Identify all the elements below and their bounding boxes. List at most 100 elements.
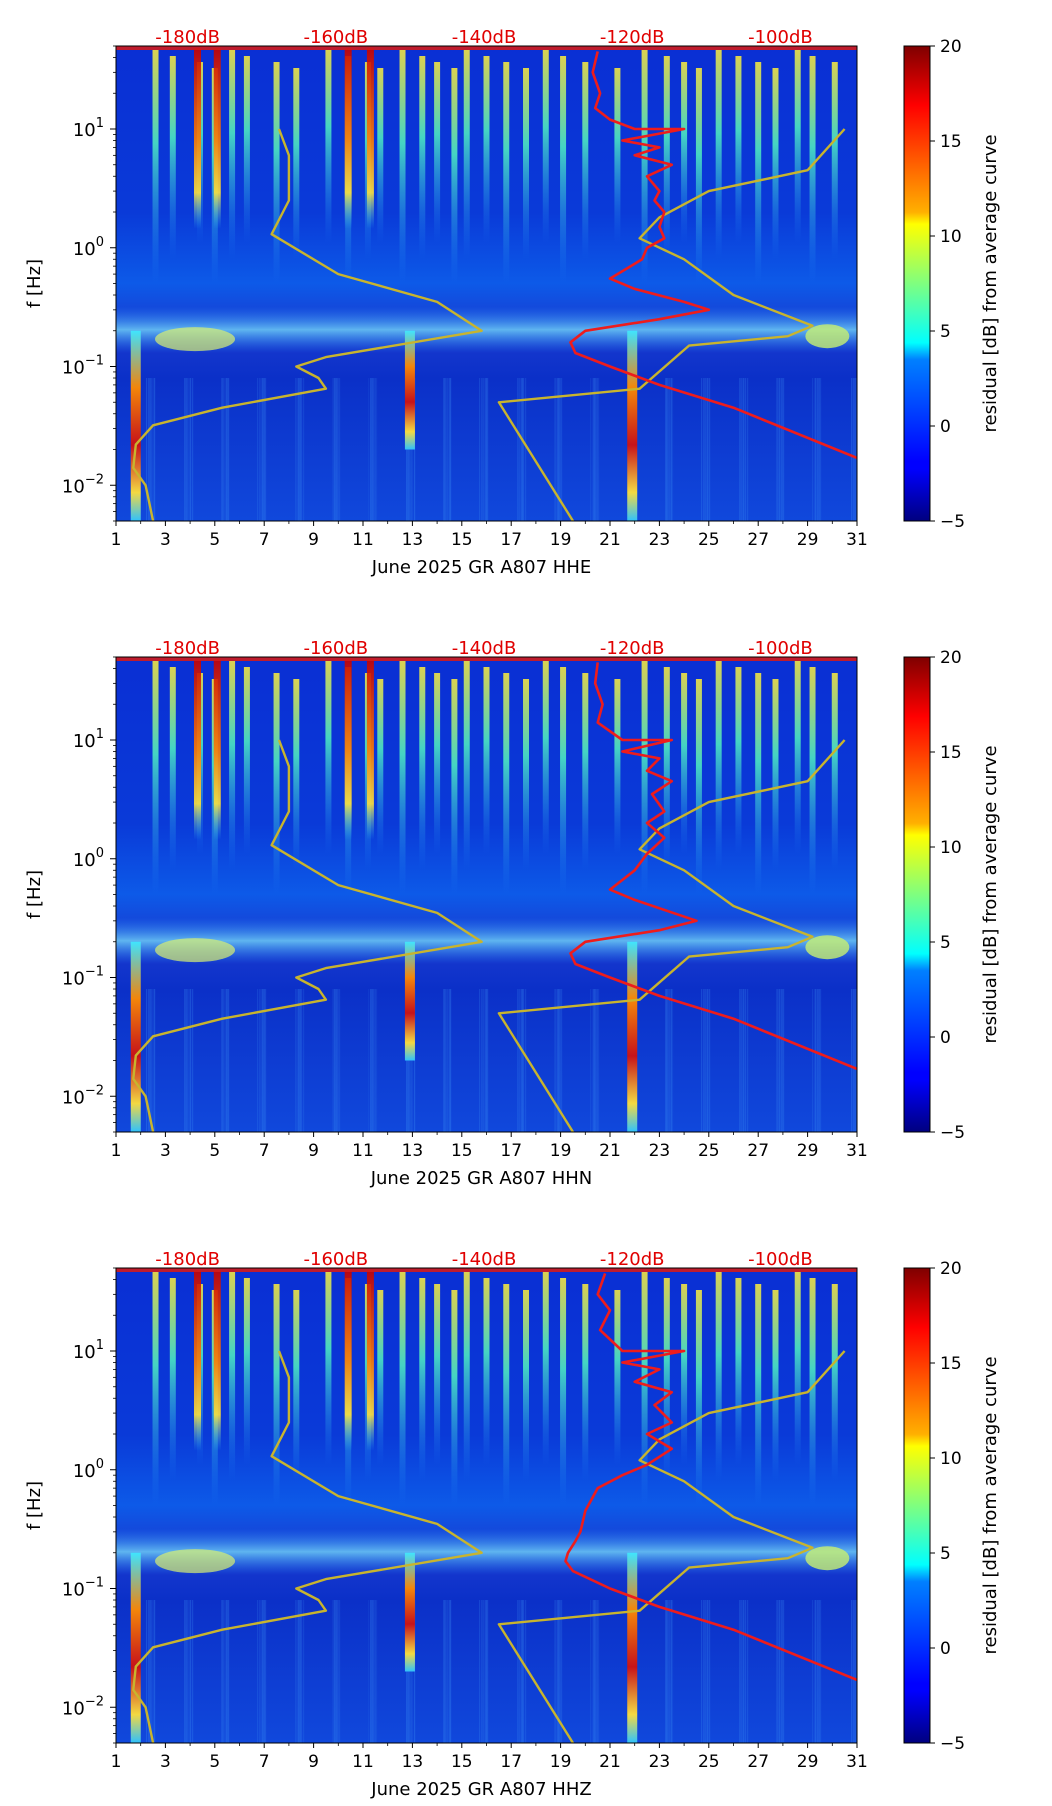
colorbar-tick-label: 10: [940, 838, 962, 858]
top-db-label: -100dB: [748, 1249, 813, 1270]
x-tick-label: 17: [500, 1141, 522, 1161]
spectrogram-image: [116, 657, 857, 1132]
x-tick-label: 17: [500, 1752, 522, 1772]
x-tick-label: 3: [160, 530, 171, 550]
x-tick-label: 1: [111, 1141, 122, 1161]
y-tick-label: 10−2: [62, 1083, 104, 1108]
x-tick-label: 19: [550, 1141, 572, 1161]
colorbar-tick-label: 0: [940, 1639, 951, 1659]
x-tick-label: 19: [550, 1752, 572, 1772]
top-db-label: -120dB: [600, 1249, 665, 1270]
colorbar-tick-label: 10: [940, 227, 962, 247]
top-db-label: -160dB: [304, 27, 369, 48]
colorbar: 20 15 10 5 0 −5 residual [dB] from average cur…: [903, 648, 1001, 1143]
x-tick-label: 21: [599, 1752, 621, 1772]
x-tick-label: 7: [259, 1752, 270, 1772]
x-tick-label: 13: [402, 530, 424, 550]
x-tick-label: 5: [209, 1752, 220, 1772]
top-db-label: -100dB: [748, 27, 813, 48]
y-tick-label: 101: [73, 727, 104, 752]
y-tick-label: 10−2: [62, 1694, 104, 1719]
x-tick-label: 13: [402, 1752, 424, 1772]
x-axis-label: June 2025 GR A807 HHE: [371, 557, 591, 578]
colorbar-tick-label: 15: [940, 1354, 962, 1374]
y-tick-label: 100: [73, 235, 104, 260]
colorbar-gradient: [903, 656, 931, 1133]
colorbar-tick-label: −5: [940, 512, 965, 532]
x-tick-label: 11: [352, 1141, 374, 1161]
colorbar-tick-label: 5: [940, 322, 951, 342]
x-tick-label: 23: [649, 530, 671, 550]
x-tick-label: 25: [698, 1141, 720, 1161]
average-spectrum-curve: [564, 1272, 857, 1682]
y-tick-label: 101: [73, 1338, 104, 1363]
x-axis-label: June 2025 GR A807 HHZ: [370, 1779, 591, 1800]
x-tick-label: 21: [599, 1141, 621, 1161]
top-db-label: -180dB: [155, 27, 220, 48]
y-axis-label: f [Hz]: [24, 1481, 45, 1530]
top-db-label: -140dB: [452, 1249, 517, 1270]
y-tick-label: 10−2: [62, 472, 104, 497]
x-tick-label: 15: [451, 1752, 473, 1772]
x-tick-label: 3: [160, 1752, 171, 1772]
top-db-label: -180dB: [155, 1249, 220, 1270]
colorbar-tick-label: 5: [940, 1544, 951, 1564]
average-spectrum-curve: [569, 51, 857, 460]
x-tick-label: 11: [352, 1752, 374, 1772]
x-tick-label: 13: [402, 1141, 424, 1161]
x-tick-label: 9: [308, 1752, 319, 1772]
x-tick-label: 15: [451, 1141, 473, 1161]
x-axis-label: June 2025 GR A807 HHN: [370, 1168, 593, 1189]
x-tick-label: 7: [259, 1141, 270, 1161]
x-tick-label: 25: [698, 1752, 720, 1772]
colorbar-gradient: [903, 45, 931, 522]
top-db-label: -160dB: [304, 1249, 369, 1270]
noise-model-curve: [497, 739, 846, 1132]
top-db-label: -120dB: [600, 27, 665, 48]
x-tick-label: 27: [747, 1752, 769, 1772]
x-tick-label: 3: [160, 1141, 171, 1161]
colorbar-label: residual [dB] from average curve: [980, 745, 1001, 1043]
colorbar-tick-label: 0: [940, 1028, 951, 1048]
colorbar-tick-label: 20: [940, 1259, 962, 1279]
y-tick-label: 10−1: [62, 354, 104, 379]
average-spectrum-curve: [569, 662, 857, 1071]
x-tick-label: 27: [747, 1141, 769, 1161]
colorbar-tick-label: 10: [940, 1449, 962, 1469]
colorbar-tick-label: 0: [940, 417, 951, 437]
y-tick-label: 10−1: [62, 965, 104, 990]
noise-model-curve: [132, 739, 483, 1132]
x-tick-label: 31: [846, 530, 868, 550]
colorbar-tick-label: −5: [940, 1734, 965, 1754]
colorbar-label: residual [dB] from average curve: [980, 134, 1001, 432]
x-tick-label: 23: [649, 1752, 671, 1772]
x-tick-label: 9: [308, 530, 319, 550]
x-tick-label: 27: [747, 530, 769, 550]
colorbar-tick-label: 15: [940, 743, 962, 763]
x-tick-label: 29: [797, 530, 819, 550]
top-db-label: -180dB: [155, 638, 220, 659]
x-tick-label: 19: [550, 530, 572, 550]
y-tick-label: 101: [73, 116, 104, 141]
top-db-label: -120dB: [600, 638, 665, 659]
colorbar: 20 15 10 5 0 −5 residual [dB] from average cur…: [903, 37, 1001, 532]
noise-model-curve: [497, 1350, 846, 1743]
x-tick-label: 5: [209, 530, 220, 550]
y-axis-label: f [Hz]: [24, 259, 45, 308]
noise-model-curve: [132, 1350, 483, 1743]
x-tick-label: 1: [111, 1752, 122, 1772]
x-tick-label: 17: [500, 530, 522, 550]
colorbar-gradient: [903, 1267, 931, 1744]
colorbar-label: residual [dB] from average curve: [980, 1356, 1001, 1654]
top-db-label: -100dB: [748, 638, 813, 659]
x-tick-label: 31: [846, 1752, 868, 1772]
x-tick-label: 11: [352, 530, 374, 550]
y-tick-label: 100: [73, 1457, 104, 1482]
x-tick-label: 29: [797, 1752, 819, 1772]
x-tick-label: 15: [451, 530, 473, 550]
y-tick-label: 10−1: [62, 1576, 104, 1601]
colorbar-tick-label: 15: [940, 132, 962, 152]
